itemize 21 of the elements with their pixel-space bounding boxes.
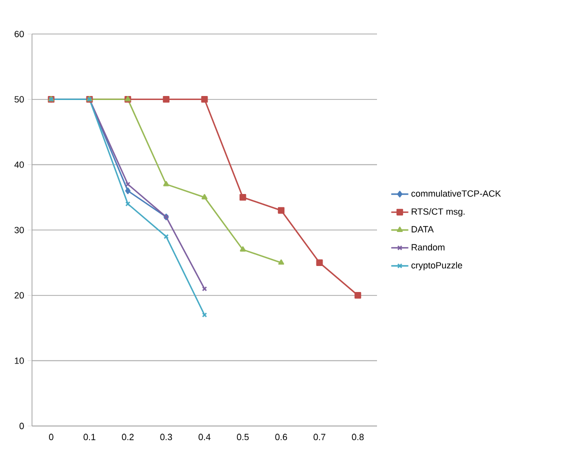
legend-label: RTS/CT msg. [412, 208, 465, 217]
x-tick-label: 0.8 [352, 434, 364, 440]
legend-label: commulativeTCP-ACK [411, 190, 501, 197]
y-tick-label: 50 [14, 96, 24, 103]
x-tick-label: 0.6 [275, 434, 288, 440]
y-tick-label: 20 [14, 292, 24, 299]
x-tick-label: 0 [49, 434, 54, 440]
y-tick-label: 10 [14, 357, 24, 364]
x-tick-label: 0.2 [122, 434, 134, 440]
y-tick-label: 40 [14, 161, 24, 168]
legend-label: DATA [412, 226, 434, 232]
legend-label: cryptoPuzzle [411, 262, 462, 270]
x-tick-label: 0.1 [84, 434, 96, 440]
x-tick-label: 0.3 [160, 434, 172, 440]
legend-label: Random [412, 244, 444, 250]
y-tick-label: 60 [14, 30, 24, 38]
x-tick-label: 0.4 [198, 434, 210, 440]
y-tick-label: 0 [20, 422, 24, 430]
y-tick-label: 30 [14, 226, 24, 234]
x-tick-label: 0.5 [236, 434, 249, 440]
x-tick-label: 0.7 [314, 434, 326, 440]
